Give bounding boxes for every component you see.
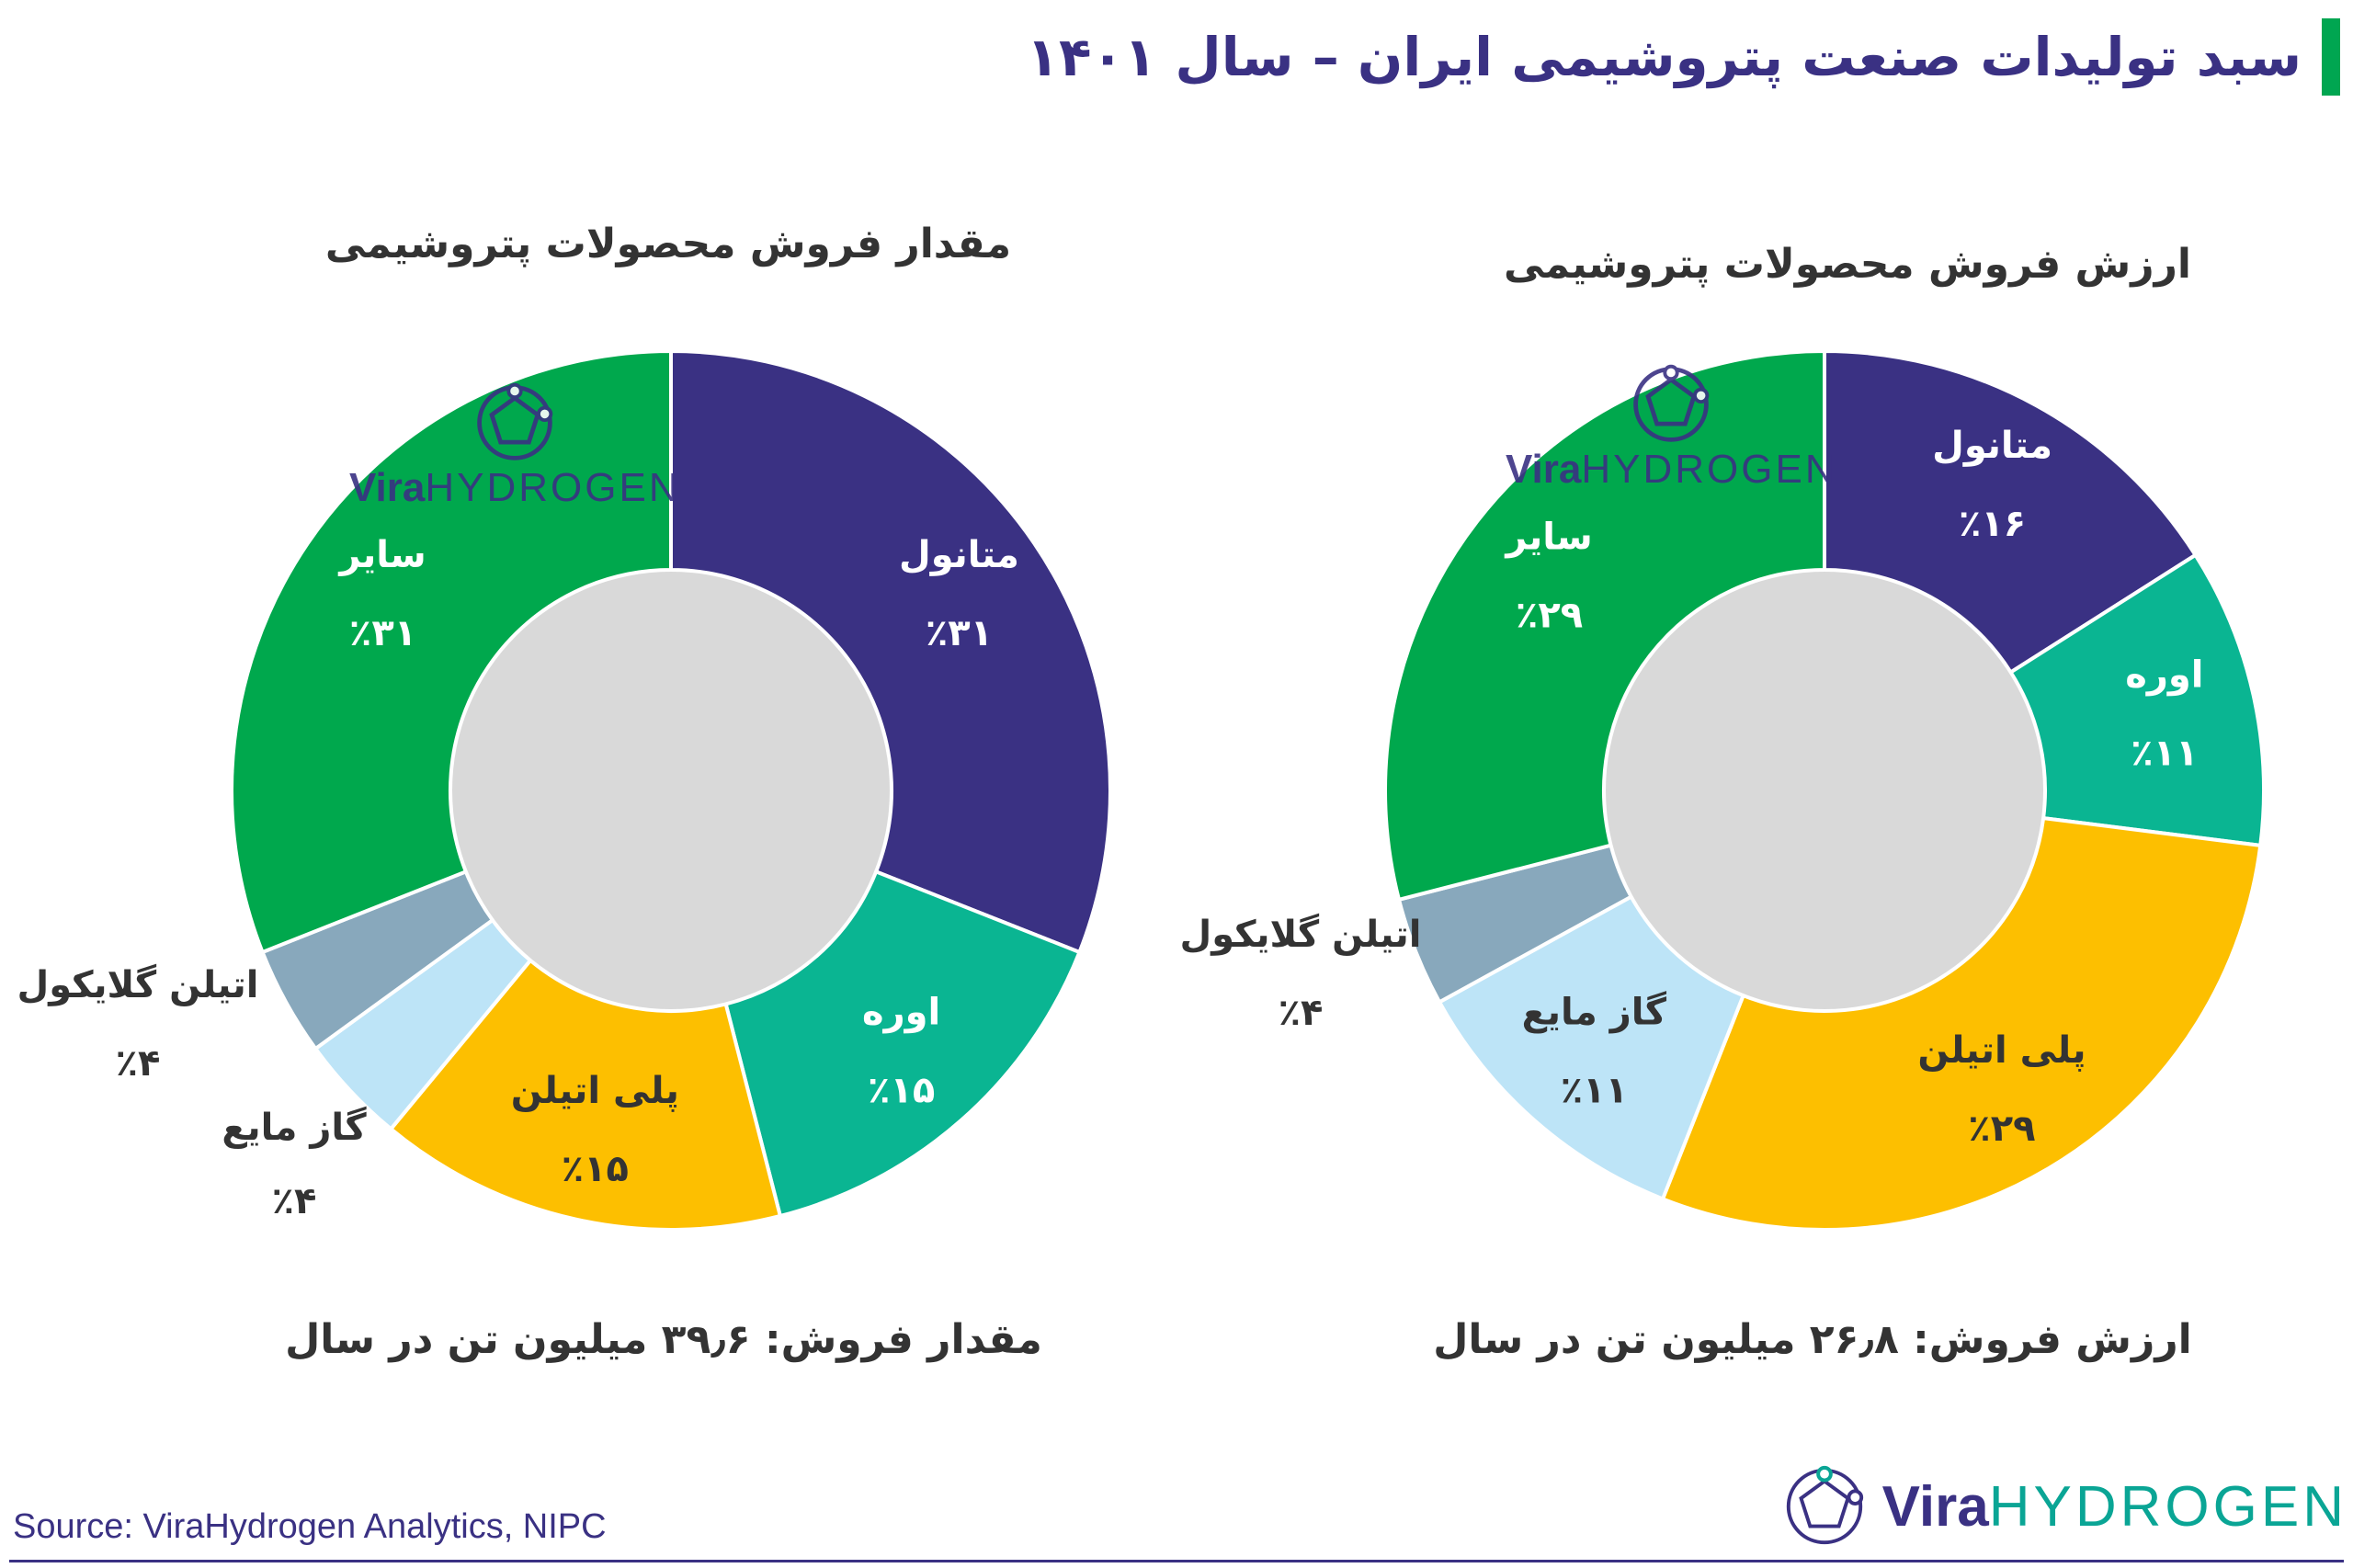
chart-title-value: ارزش فروش محصولات پتروشیمی <box>1504 241 2191 288</box>
slice-label-value-polyethylene: ٪۲۹ <box>1968 1108 2035 1150</box>
watermark-right: Vira HYDROGEN <box>1506 360 1837 493</box>
watermark-hydrogen: HYDROGEN <box>425 465 681 510</box>
slice-label-name-lpg: گاز مایع <box>222 1106 367 1149</box>
title-bar: سبد تولیدات صنعت پتروشیمی ایران – سال ۱۴… <box>1027 18 2340 96</box>
donut-slice-urea <box>723 869 1083 1219</box>
brand-logo: Vira HYDROGEN <box>1779 1461 2347 1551</box>
title-accent-bar <box>2322 18 2340 96</box>
slice-label-name-methanol: متانول <box>899 534 1019 576</box>
vira-hydrogen-logo-icon <box>1786 1465 1863 1545</box>
watermark-vira: Vira <box>1506 447 1582 492</box>
donut-slice-lpg <box>1437 893 1746 1202</box>
donut-slice-polyethylene <box>1660 815 2263 1232</box>
watermark-left: Vira HYDROGEN <box>349 379 681 511</box>
slice-label-value-urea: ٪۱۱ <box>2131 732 2198 774</box>
slice-label-value-urea: ٪۱۵ <box>868 1069 935 1111</box>
donut-slice-polyethylene <box>388 958 783 1232</box>
slice-label-name-other: سایر <box>1504 517 1592 559</box>
slice-label-value-other: ٪۳۱ <box>349 612 416 654</box>
slice-label-value-lpg: ٪۱۱ <box>1561 1069 1628 1111</box>
slice-label-value-other: ٪۲۹ <box>1516 595 1583 637</box>
slice-label-name-other: سایر <box>337 534 426 576</box>
donut-hole <box>1606 572 2043 1009</box>
slice-label-name-ethylene_glycol: اتیلن گلایکول <box>1179 913 1421 956</box>
footer-divider <box>9 1560 2344 1562</box>
slice-label-name-lpg: گاز مایع <box>1522 990 1667 1033</box>
slice-label-value-polyethylene: ٪۱۵ <box>562 1148 629 1190</box>
slice-label-value-methanol: ٪۱۶ <box>1959 503 2026 545</box>
slice-label-name-methanol: متانول <box>1932 425 2052 467</box>
total-quantity-note: مقدار فروش: ۳۹٫۶ میلیون تن در سال <box>285 1316 1042 1363</box>
donut-hole <box>452 572 890 1009</box>
slice-label-name-ethylene_glycol: اتیلن گلایکول <box>17 963 258 1006</box>
slice-label-value-ethylene_glycol: ٪۴ <box>116 1042 161 1085</box>
donut-slice-other <box>230 348 673 955</box>
slice-label-name-polyethylene: پلی اتیلن <box>511 1070 679 1112</box>
slice-label-value-lpg: ٪۴ <box>272 1180 317 1222</box>
page-title: سبد تولیدات صنعت پتروشیمی ایران – سال ۱۴… <box>1026 26 2302 88</box>
brand-hydrogen: HYDROGEN <box>1988 1474 2347 1539</box>
slice-label-value-ethylene_glycol: ٪۴ <box>1279 992 1324 1034</box>
watermark-vira: Vira <box>349 465 426 510</box>
total-value-note: ارزش فروش: ۲۶٫۸ میلیون تن در سال <box>1433 1316 2192 1363</box>
slice-label-name-urea: اوره <box>2125 653 2203 696</box>
donut-slice-methanol <box>669 348 1112 955</box>
slice-label-name-urea: اوره <box>862 991 940 1033</box>
brand-vira: Vira <box>1881 1474 1989 1539</box>
vira-hydrogen-logo-icon <box>1633 364 1710 442</box>
watermark-hydrogen: HYDROGEN <box>1581 447 1837 492</box>
donut-slice-methanol <box>1823 348 2199 676</box>
source-note: Source: ViraHydrogen Analytics, NIPC <box>13 1507 607 1546</box>
chart-title-quantity: مقدار فروش محصولات پتروشیمی <box>324 221 1012 267</box>
vira-hydrogen-logo-icon <box>477 382 553 460</box>
donut-slice-urea <box>2007 552 2266 848</box>
slice-label-value-methanol: ٪۳۱ <box>926 612 993 654</box>
donut-slice-other <box>1383 348 1826 903</box>
slice-label-name-polyethylene: پلی اتیلن <box>1917 1029 2086 1072</box>
